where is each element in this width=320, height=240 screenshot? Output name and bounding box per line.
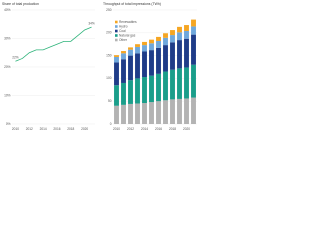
bar-segment: [142, 51, 147, 78]
bar-segment: [149, 43, 154, 51]
y-tick-label: 100: [106, 76, 112, 80]
bar-segment: [163, 100, 168, 124]
bar-segment: [184, 30, 189, 39]
bar-segment: [184, 38, 189, 68]
x-tick-label: 2010: [12, 127, 19, 131]
y-tick-label: 200: [106, 31, 112, 35]
legend-swatch: [115, 38, 118, 42]
y-tick-label: 150: [106, 53, 112, 57]
bar-segment: [114, 55, 119, 57]
bar-segment: [163, 71, 168, 101]
bar-segment: [191, 34, 196, 65]
bar-segment: [121, 104, 126, 124]
bar-segment: [121, 82, 126, 105]
bar-segment: [170, 30, 175, 36]
legend-label: Other: [119, 38, 128, 42]
bar-segment: [135, 103, 140, 124]
bar-segment: [135, 44, 140, 47]
legend-swatch: [115, 29, 118, 33]
legend-label: Natural gas: [119, 33, 136, 37]
x-tick-label: 2010: [113, 127, 120, 131]
bar-segment: [156, 41, 161, 48]
bar-segment: [191, 64, 196, 98]
bar-segment: [156, 73, 161, 102]
bar-segment: [135, 53, 140, 79]
bar-segment: [177, 40, 182, 69]
bar-segment: [163, 45, 168, 72]
bar-segment: [149, 102, 154, 124]
bar-segment: [156, 101, 161, 124]
x-tick-label: 2012: [127, 127, 134, 131]
x-tick-label: 2014: [40, 127, 47, 131]
bar-segment: [184, 25, 189, 31]
bar-segment: [135, 46, 140, 54]
y-tick-label: 30%: [4, 36, 11, 40]
bar-segment: [114, 62, 119, 86]
chart-title: Share of total production: [2, 2, 39, 6]
data-label: 22%: [12, 56, 19, 60]
y-tick-label: 0: [110, 122, 112, 126]
bar-segment: [128, 47, 133, 50]
y-tick-label: 50: [108, 99, 112, 103]
bar-segment: [170, 42, 175, 70]
bar-segment: [114, 105, 119, 124]
bar-segment: [114, 56, 119, 63]
x-tick-label: 2018: [169, 127, 176, 131]
legend-swatch: [115, 20, 118, 24]
legend-label: Coal: [119, 29, 126, 33]
x-tick-label: 2020: [81, 127, 88, 131]
bar-segment: [121, 59, 126, 83]
y-tick-label: 0%: [6, 122, 11, 126]
y-tick-label: 250: [106, 8, 112, 12]
bar-segment: [114, 85, 119, 106]
bar-segment: [156, 47, 161, 74]
bar-segment: [177, 68, 182, 99]
bar-segment: [142, 45, 147, 52]
bar-segment: [177, 32, 182, 41]
bar-segment: [128, 55, 133, 81]
bar-segment: [149, 50, 154, 76]
legend-swatch: [115, 34, 118, 37]
bar-segment: [149, 39, 154, 44]
bar-segment: [191, 19, 196, 27]
legend-label: Renewables: [119, 20, 137, 24]
bar-segment: [170, 35, 175, 43]
bar-segment: [142, 41, 147, 46]
x-tick-label: 2018: [67, 127, 74, 131]
y-tick-label: 10%: [4, 93, 11, 97]
bar-segment: [163, 37, 168, 46]
bar-segment: [191, 26, 196, 35]
y-tick-label: 20%: [4, 65, 11, 69]
y-tick-label: 40%: [4, 8, 11, 12]
bar-segment: [128, 80, 133, 104]
bar-segment: [121, 53, 126, 60]
bar-segment: [142, 103, 147, 124]
bar-segment: [170, 99, 175, 124]
x-tick-label: 2014: [141, 127, 148, 131]
bar-segment: [156, 36, 161, 42]
bar-segment: [135, 78, 140, 104]
chart-title: Throughput of total impressions (TWh): [103, 2, 161, 6]
data-label: 34%: [88, 21, 95, 25]
legend-swatch: [115, 25, 118, 28]
line: [15, 26, 92, 62]
dashboard: Share of total production Throughput of …: [2, 2, 197, 131]
bar-segment: [128, 49, 133, 56]
bar-segment: [177, 98, 182, 124]
bar-segment: [191, 97, 196, 124]
bar-segment: [177, 26, 182, 33]
bar-segment: [184, 98, 189, 124]
x-tick-label: 2012: [26, 127, 33, 131]
x-tick-label: 2016: [53, 127, 60, 131]
bar-segment: [142, 77, 147, 104]
bar-segment: [170, 69, 175, 100]
bar-segment: [121, 51, 126, 54]
bar-segment: [128, 103, 133, 124]
legend-label: Hydro: [119, 24, 128, 28]
bar-segment: [149, 75, 154, 103]
bar-segment: [163, 33, 168, 38]
x-tick-label: 2020: [183, 127, 190, 131]
x-tick-label: 2016: [155, 127, 162, 131]
bar-segment: [184, 67, 189, 99]
